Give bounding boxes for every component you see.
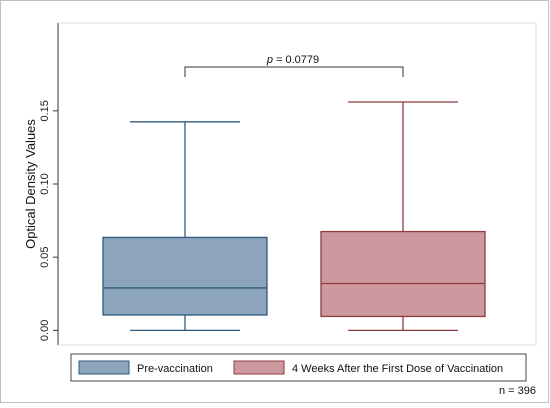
legend-label-pre-vaccination: Pre-vaccination — [137, 363, 213, 375]
p-symbol: p — [266, 54, 273, 66]
legend-label-4-weeks: 4 Weeks After the First Dose of Vaccinat… — [292, 363, 503, 375]
box-pre-vaccination — [102, 121, 268, 332]
y-axis-ticks: 0.00 0.05 0.10 0.15 — [39, 100, 58, 341]
p-value: = 0.0779 — [276, 54, 319, 66]
legend-swatch-pre-vaccination — [78, 360, 130, 375]
legend-swatch-4-weeks — [233, 360, 285, 375]
legend-box — [70, 353, 527, 382]
significance-bracket — [184, 66, 404, 77]
box-4-weeks — [320, 101, 486, 332]
y-tick-label: 0.10 — [39, 173, 51, 194]
p-value-label: p = 0.0779 — [266, 54, 319, 66]
iqr-box — [320, 230, 486, 318]
y-tick-label: 0.15 — [39, 100, 51, 121]
sample-size-note: n = 396 — [499, 385, 536, 397]
y-tick-label: 0.05 — [39, 246, 51, 267]
boxes — [102, 101, 486, 332]
y-tick-label: 0.00 — [39, 320, 51, 341]
y-axis-title: Optical Density Values — [23, 119, 38, 249]
iqr-box — [102, 236, 268, 316]
